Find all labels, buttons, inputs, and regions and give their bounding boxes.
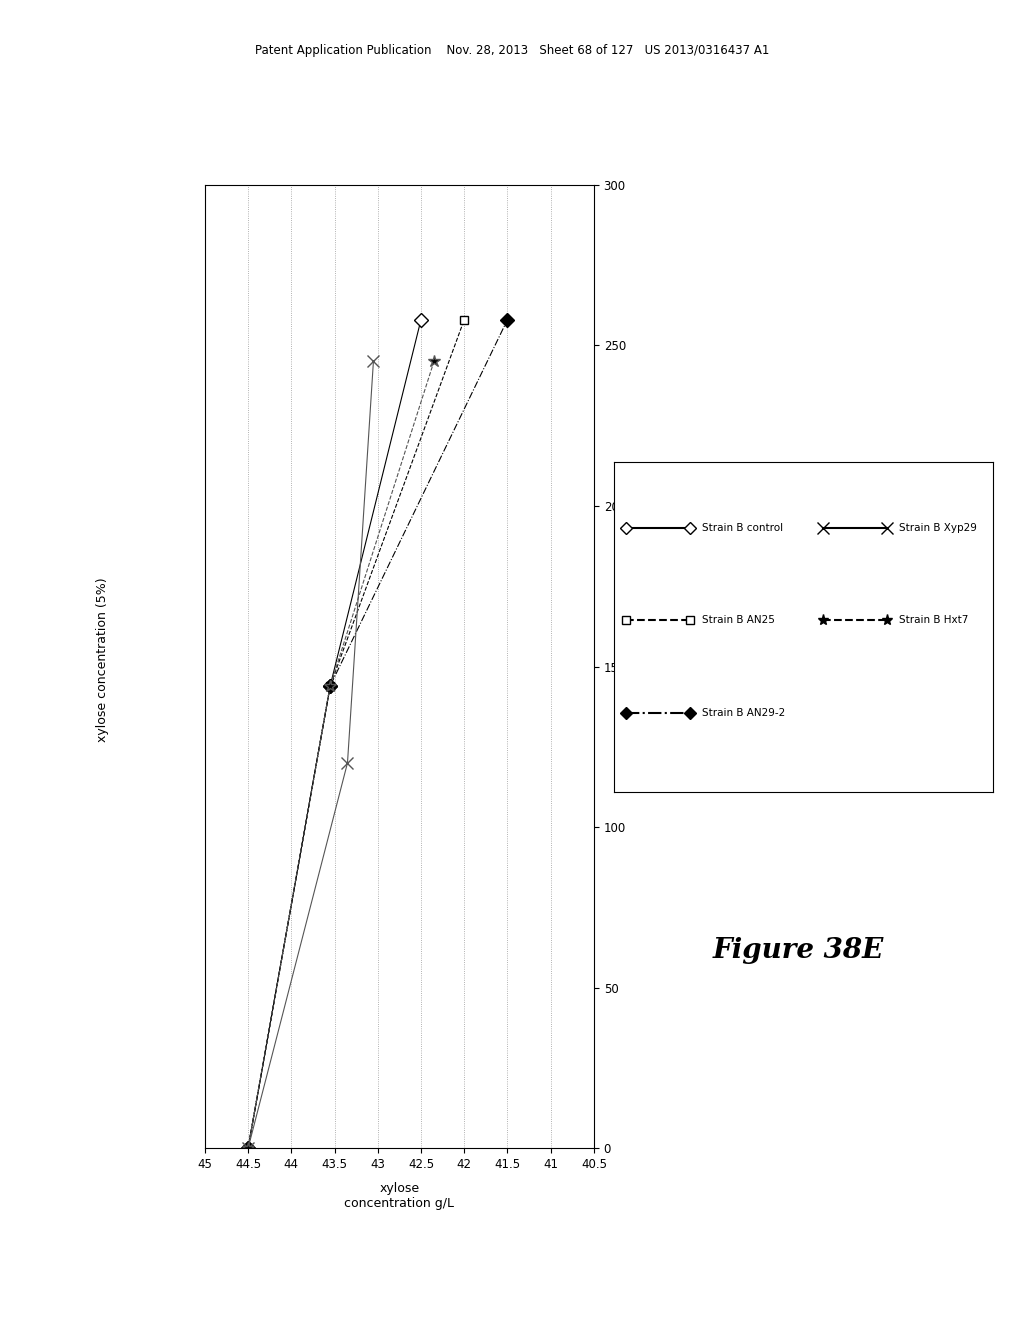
Line: Strain B AN25: Strain B AN25	[244, 315, 468, 1152]
Strain B AN25	[324, 678, 336, 694]
X-axis label: xylose
concentration g/L: xylose concentration g/L	[344, 1183, 455, 1210]
Text: Strain B AN25: Strain B AN25	[701, 615, 774, 626]
Line: Strain B AN29-2: Strain B AN29-2	[243, 315, 512, 1154]
Text: Strain B control: Strain B control	[701, 523, 782, 533]
Strain B Hxt7	[242, 1140, 254, 1156]
Strain B Xyp29	[341, 755, 353, 771]
Line: Strain B Hxt7: Strain B Hxt7	[242, 355, 440, 1155]
Strain B AN29-2	[324, 678, 336, 694]
Strain B Xyp29	[242, 1140, 254, 1156]
Text: Strain B Xyp29: Strain B Xyp29	[899, 523, 977, 533]
Strain B Xyp29	[368, 354, 380, 370]
Y-axis label: time/h: time/h	[634, 647, 647, 686]
Strain B Hxt7	[428, 354, 440, 370]
Text: xylose concentration (5%): xylose concentration (5%)	[96, 578, 109, 742]
Strain B AN29-2	[502, 312, 514, 327]
Text: Strain B Hxt7: Strain B Hxt7	[899, 615, 968, 626]
Text: Figure 38E: Figure 38E	[713, 937, 885, 964]
Line: Strain B control: Strain B control	[243, 315, 426, 1154]
Strain B AN25	[242, 1140, 254, 1156]
Strain B Hxt7	[324, 678, 336, 694]
Strain B control	[324, 678, 336, 694]
Strain B control	[242, 1140, 254, 1156]
Strain B AN29-2	[242, 1140, 254, 1156]
Strain B AN25	[458, 312, 470, 327]
Strain B control	[415, 312, 427, 327]
Text: Patent Application Publication    Nov. 28, 2013   Sheet 68 of 127   US 2013/0316: Patent Application Publication Nov. 28, …	[255, 44, 769, 57]
Line: Strain B Xyp29: Strain B Xyp29	[242, 355, 380, 1155]
Text: Strain B AN29-2: Strain B AN29-2	[701, 708, 784, 718]
